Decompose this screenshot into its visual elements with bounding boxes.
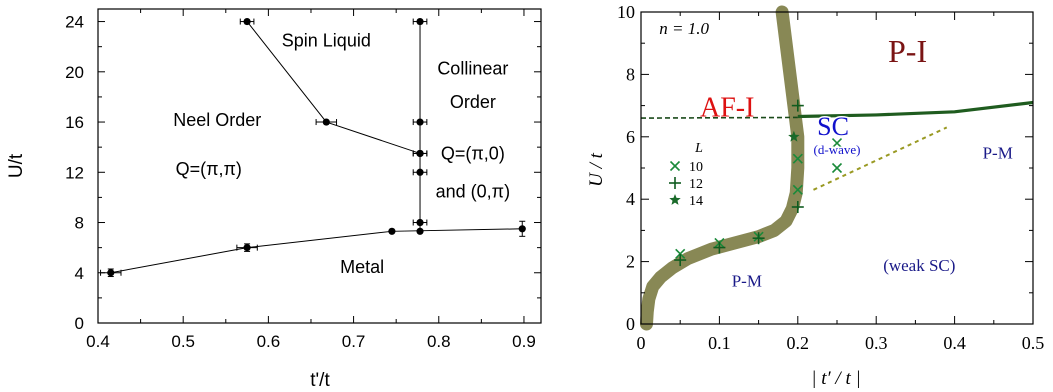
y-tick-label: 0	[626, 314, 635, 334]
data-point	[416, 118, 424, 126]
y-tick-label: 16	[65, 113, 84, 132]
data-point	[243, 244, 251, 252]
region-label: P-M	[983, 144, 1013, 163]
y-tick-label: 10	[617, 2, 635, 22]
y-tick-label: 24	[65, 13, 84, 32]
legend-title: L	[694, 141, 703, 156]
x-axis-label: | t′ / t |	[811, 368, 860, 389]
y-tick-label: 20	[65, 63, 84, 82]
plot-frame	[97, 8, 542, 324]
x-tick-label: 0.5	[1022, 333, 1045, 353]
region-label: and (0,π)	[436, 181, 510, 201]
boundary-line-0	[110, 228, 523, 274]
x-tick-label: 0.5	[171, 332, 195, 351]
data-point	[416, 168, 424, 176]
data-point-L10	[675, 248, 686, 259]
region-label: Neel Order	[173, 110, 261, 130]
data-point	[322, 118, 330, 126]
y-axis-label: U/t	[6, 153, 27, 178]
y-tick-label: 4	[75, 264, 84, 283]
legend-marker	[669, 194, 681, 205]
legend-entry: 14	[689, 194, 703, 209]
legend-entry: 12	[689, 177, 703, 192]
data-point	[388, 227, 396, 235]
region-label: Q=(π,π)	[176, 159, 242, 179]
data-point	[416, 227, 424, 235]
y-tick-label: 0	[75, 314, 84, 333]
density-annotation: n = 1.0	[659, 19, 709, 38]
legend-marker	[669, 160, 681, 172]
region-label: P-M	[732, 272, 762, 291]
region-label: Q=(π,0)	[441, 144, 505, 164]
phase-boundary-curve	[639, 5, 805, 331]
x-tick-label: 0.2	[787, 333, 810, 353]
data-point-L10	[831, 137, 843, 149]
region-label: Metal	[340, 257, 384, 277]
legend-entry: 10	[689, 160, 703, 175]
x-tick-label: 0.7	[342, 332, 366, 351]
x-tick-label: 0	[637, 333, 646, 353]
data-point-L10	[792, 184, 803, 195]
x-axis-label: t'/t	[310, 370, 330, 391]
region-label: (d-wave)	[814, 142, 861, 157]
right-phase-diagram: 0 0.1 0.2 0.3 0.4 0.5 0 2 4 6 8 10 | t′ / t | U / t n …	[586, 2, 1044, 389]
data-point	[416, 17, 424, 26]
region-label: AF-I	[700, 93, 754, 124]
y-tick-label: 4	[626, 189, 635, 209]
data-point-L14	[788, 130, 800, 142]
x-tick-label: 0.1	[708, 333, 731, 353]
y-axis-label: U / t	[586, 152, 607, 187]
weak-sc-dashed-line	[813, 126, 948, 191]
region-label: Collinear	[437, 58, 508, 78]
data-point	[243, 17, 251, 26]
y-tick-label: 8	[75, 214, 84, 233]
region-label: (weak SC)	[883, 256, 955, 275]
region-label: P-I	[888, 33, 927, 69]
x-tick-label: 0.3	[865, 333, 888, 353]
x-tick-label: 0.6	[257, 332, 281, 351]
data-point-L10	[792, 153, 803, 164]
y-tick-label: 8	[626, 64, 635, 84]
left-phase-diagram: 0.4 0.5 0.6 0.7 0.8 0.9 0 4 8 12 16 20 24 t'/t U/t Spin…	[6, 8, 542, 391]
y-tick-label: 2	[626, 252, 635, 272]
data-point-L10	[831, 162, 843, 174]
afi-dashed-line	[640, 116, 798, 119]
x-tick-label: 0.4	[86, 332, 110, 351]
y-tick-label: 6	[626, 127, 635, 147]
data-point	[107, 269, 115, 277]
x-tick-label: 0.4	[943, 333, 966, 353]
insulator-boundary-line	[797, 100, 1034, 119]
x-tick-label: 0.9	[512, 332, 536, 351]
data-point	[416, 218, 424, 227]
region-label: Spin Liquid	[282, 31, 371, 51]
data-point	[518, 225, 526, 233]
region-label: SC	[817, 112, 849, 141]
data-point	[416, 149, 424, 158]
y-tick-label: 12	[65, 163, 84, 182]
region-label: Order	[450, 92, 496, 112]
x-tick-label: 0.8	[427, 332, 451, 351]
